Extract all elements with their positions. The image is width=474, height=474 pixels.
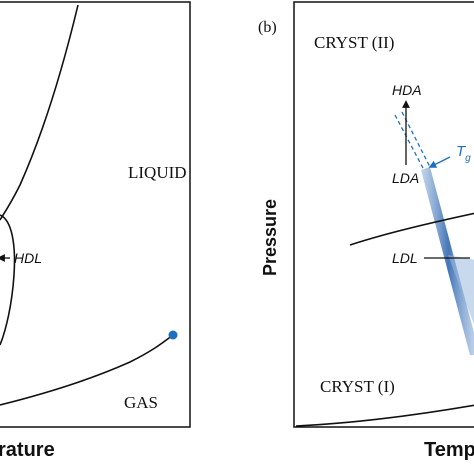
glass-transition-band: [421, 167, 474, 355]
left-panel-frame: [0, 1, 191, 428]
hda-dashed-line-1: [394, 114, 425, 171]
cryst-i-boundary: [295, 404, 474, 427]
panel-label-b: (b): [258, 19, 277, 36]
region-gas: GAS: [124, 393, 158, 412]
label-hda: HDA: [392, 82, 422, 98]
melting-curve: [0, 4, 79, 221]
left-panel: HDL LIQUID GAS rature: [0, 1, 191, 461]
right-ylabel: Pressure: [260, 199, 280, 276]
lens-upper-branch: [0, 214, 16, 346]
tg-arrow: [428, 156, 451, 168]
label-tg-sub: g: [465, 153, 471, 164]
right-panel: (b) Pressure HDA LDA Tg LDL CRYST (II) C…: [258, 1, 474, 461]
right-panel-frame: [293, 1, 474, 428]
region-cryst-i: CRYST (I): [320, 377, 395, 396]
region-liquid: LIQUID: [128, 163, 187, 182]
label-tg: Tg: [456, 143, 471, 164]
vapor-pressure-curve: [0, 334, 174, 406]
liquid-liquid-transition-line: [349, 212, 474, 246]
label-ldl: LDL: [392, 250, 418, 266]
region-cryst-ii: CRYST (II): [314, 33, 394, 52]
label-tg-main: T: [456, 143, 467, 160]
left-xlabel: rature: [0, 439, 55, 461]
label-lda: LDA: [392, 170, 419, 186]
right-xlabel: Temp: [424, 439, 474, 461]
critical-point-marker: [168, 330, 178, 340]
band-lower-fan: [448, 255, 474, 325]
label-hdl: HDL: [14, 250, 42, 266]
hda-dashed-line-2: [401, 111, 431, 168]
